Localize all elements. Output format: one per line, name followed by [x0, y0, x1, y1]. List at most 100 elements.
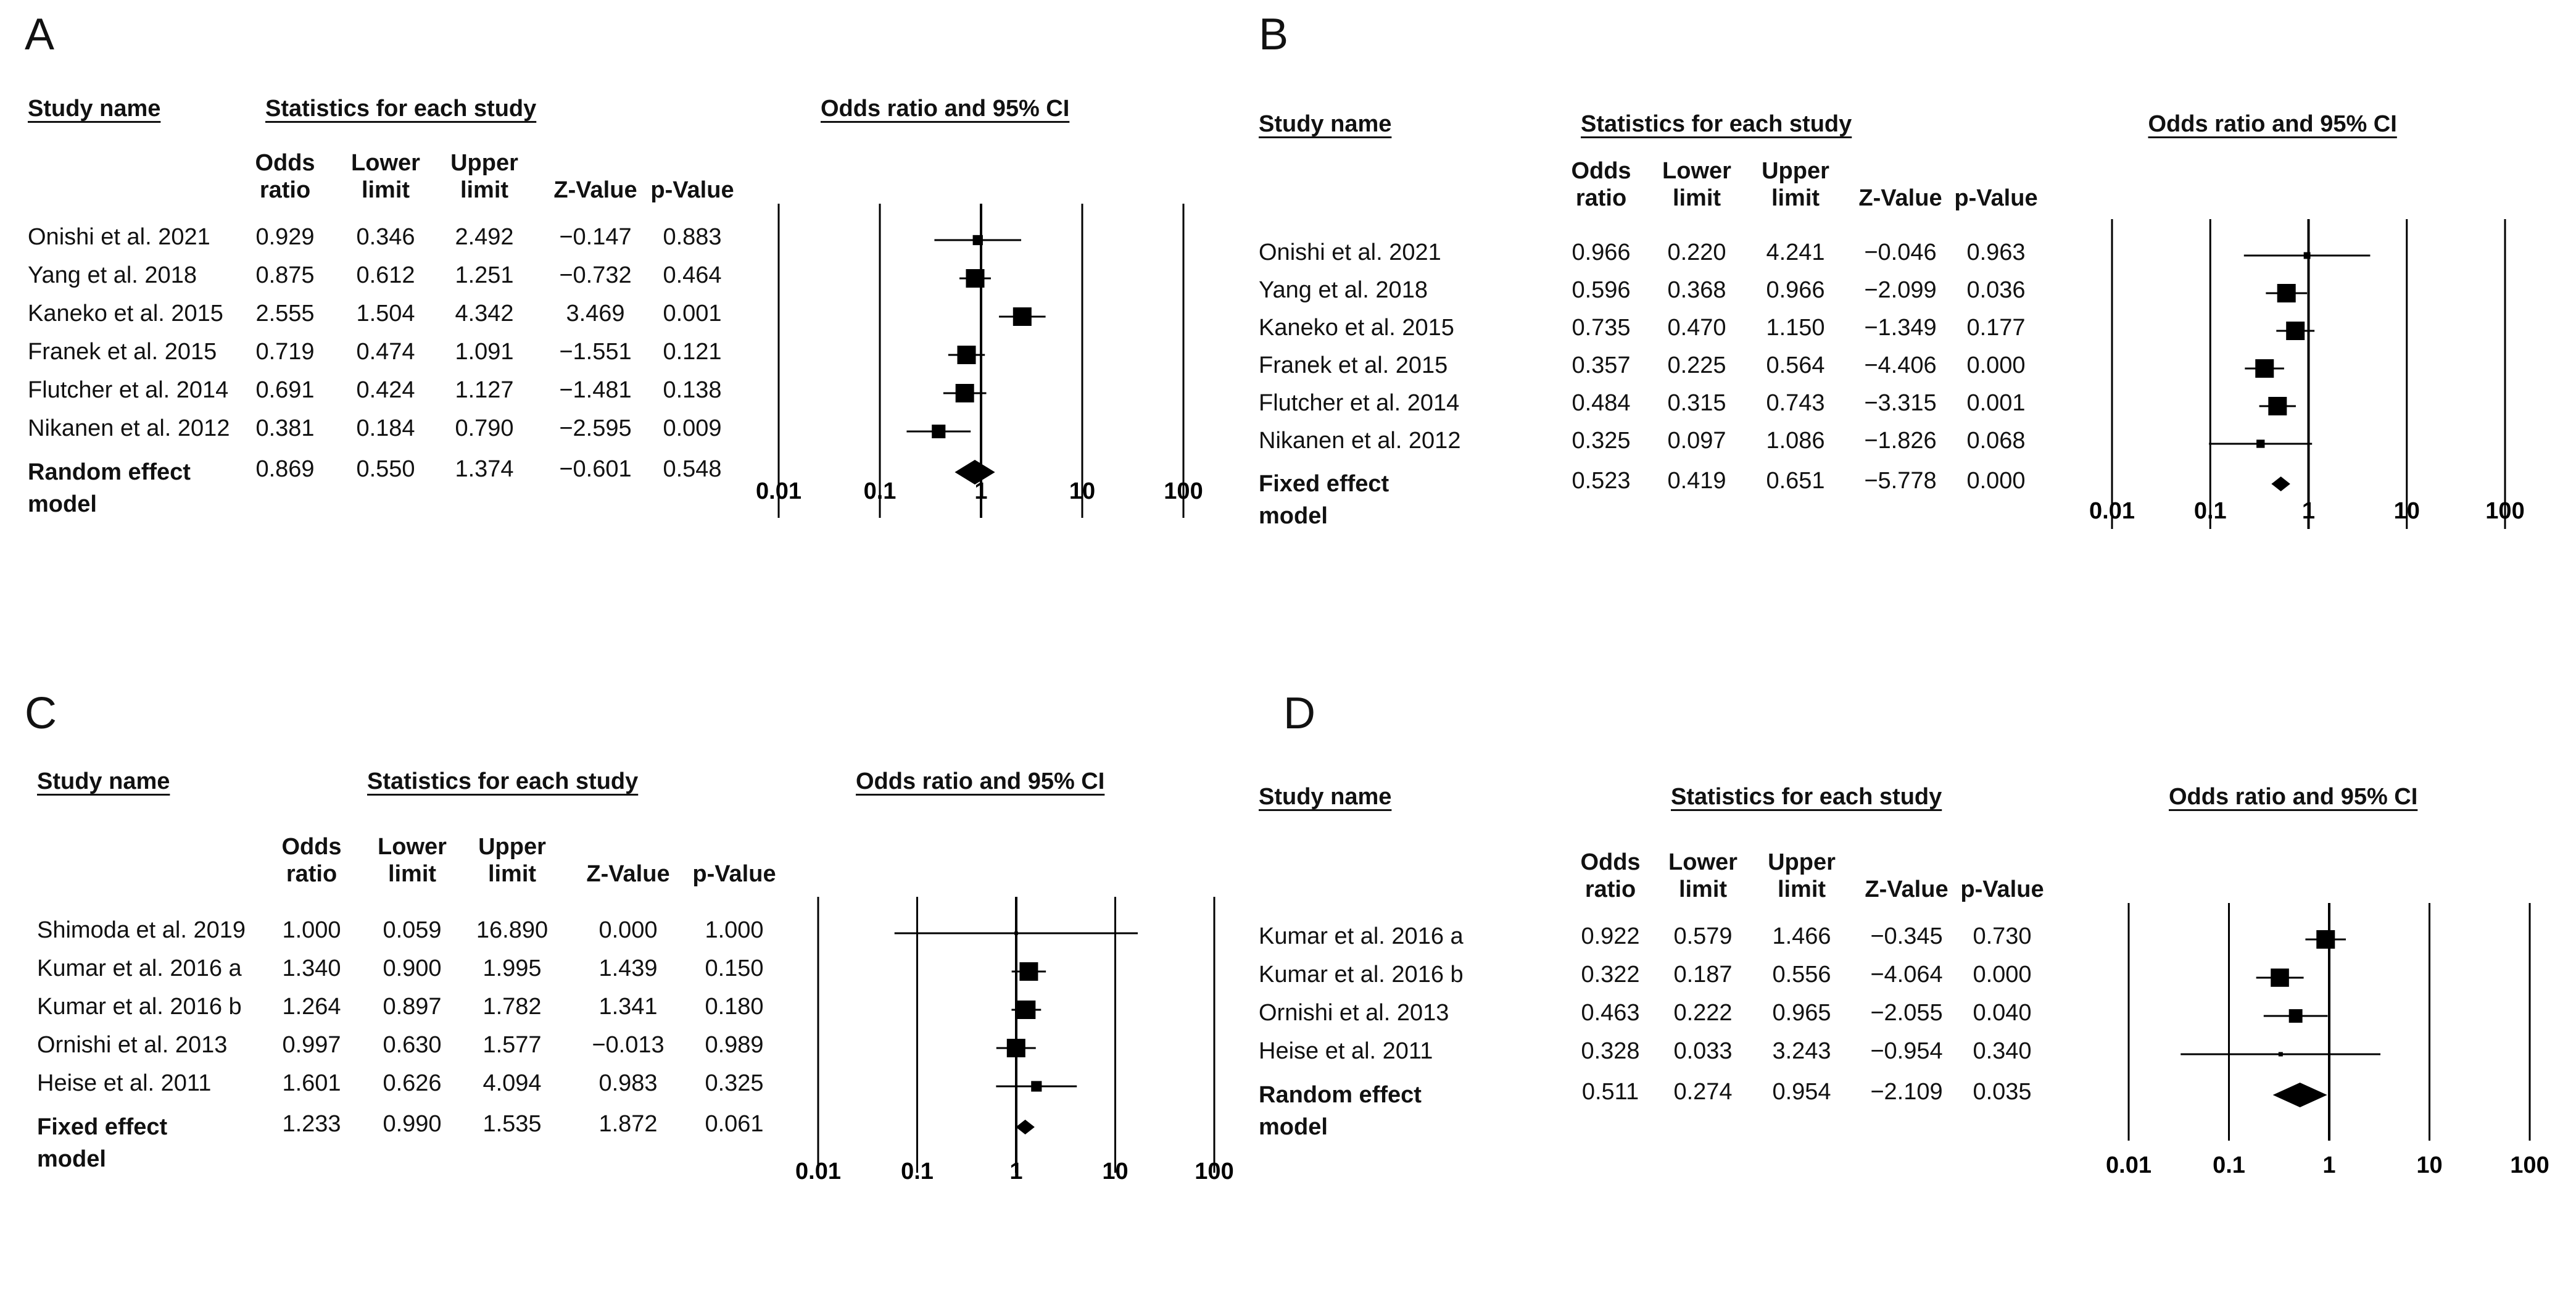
- tick-label-100: 100: [2485, 498, 2524, 524]
- tick-label-10: 10: [1102, 1159, 1128, 1184]
- odds-ratio-ci-header: Odds ratio and 95% CI: [856, 768, 1105, 794]
- cell-z: −1.349: [1864, 315, 1937, 341]
- point-estimate: [1031, 1081, 1042, 1092]
- column-header-upper: Upper limit: [1768, 849, 1836, 902]
- cell-upper: 16.890: [476, 917, 549, 943]
- cell-odds-ratio: 0.719: [255, 339, 315, 365]
- cell-p: 0.061: [705, 1111, 764, 1137]
- cell-p: 0.009: [663, 415, 722, 441]
- cell-z: 1.439: [598, 955, 658, 981]
- cell-upper: 0.743: [1766, 390, 1825, 416]
- cell-lower: 0.220: [1667, 239, 1726, 265]
- cell-odds-ratio: 1.000: [282, 917, 341, 943]
- study-name: Nikanen et al. 2012: [28, 415, 230, 441]
- cell-z: −1.551: [559, 339, 632, 365]
- point-estimate: [1014, 931, 1018, 935]
- cell-upper: 1.251: [455, 262, 514, 288]
- point-estimate: [955, 384, 974, 402]
- column-header-upper: Upper limit: [478, 834, 546, 887]
- forest-plot: 0.01 0.1 1 10 100: [2089, 219, 2525, 529]
- point-estimate: [972, 235, 983, 246]
- point-estimate: [2256, 439, 2265, 448]
- panel-label: D: [1283, 689, 1315, 738]
- cell-z: 1.872: [598, 1111, 658, 1137]
- cell-p: 0.989: [705, 1032, 764, 1058]
- cell-z: 0.000: [598, 917, 658, 943]
- cell-z: −0.046: [1864, 239, 1937, 265]
- cell-odds-ratio: 0.463: [1581, 1000, 1640, 1026]
- cell-z: −3.315: [1864, 390, 1937, 416]
- cell-z: −4.064: [1870, 962, 1943, 988]
- cell-p: 0.464: [663, 262, 722, 288]
- cell-p: 0.035: [1973, 1079, 2032, 1105]
- panel-c: C Study name Statistics for each study Odds…: [0, 685, 1288, 1290]
- point-estimate: [966, 269, 985, 288]
- statistics-header: Statistics for each study: [1581, 111, 1852, 137]
- cell-upper: 1.995: [482, 955, 542, 981]
- cell-p: 0.150: [705, 955, 764, 981]
- cell-lower: 0.059: [383, 917, 442, 943]
- study-name: Ornishi et al. 2013: [1259, 1000, 1449, 1026]
- cell-odds-ratio: 1.601: [282, 1070, 341, 1096]
- cell-lower: 0.225: [1667, 352, 1726, 378]
- statistics-header: Statistics for each study: [265, 96, 537, 122]
- study-name: Flutcher et al. 2014: [1259, 390, 1460, 416]
- pooled-diamond: [2272, 1083, 2327, 1107]
- cell-lower: 0.626: [383, 1070, 442, 1096]
- tick-label-0.1: 0.1: [2194, 498, 2227, 524]
- cell-odds-ratio: 0.966: [1572, 239, 1631, 265]
- cell-p: 0.036: [1966, 277, 2026, 303]
- cell-odds-ratio: 0.929: [255, 224, 315, 250]
- tick-label-0.1: 0.1: [864, 478, 897, 504]
- cell-z: −1.481: [559, 377, 632, 403]
- cell-lower: 0.315: [1667, 390, 1726, 416]
- point-estimate: [1017, 1001, 1036, 1019]
- study-name: Yang et al. 2018: [1259, 277, 1428, 303]
- cell-lower: 0.274: [1673, 1079, 1733, 1105]
- cell-lower: 0.612: [356, 262, 415, 288]
- statistics-header: Statistics for each study: [1671, 784, 1942, 810]
- cell-odds-ratio: 0.922: [1581, 923, 1640, 949]
- cell-z: −2.109: [1870, 1079, 1943, 1105]
- study-name: Heise et al. 2011: [37, 1070, 212, 1096]
- cell-p: 0.068: [1966, 428, 2026, 454]
- cell-z: −0.013: [592, 1032, 665, 1058]
- cell-lower: 0.419: [1667, 468, 1726, 494]
- cell-z: −0.954: [1870, 1038, 1943, 1064]
- cell-odds-ratio: 0.381: [255, 415, 315, 441]
- cell-z: −1.826: [1864, 428, 1937, 454]
- cell-lower: 0.346: [356, 224, 415, 250]
- study-name: Kumar et al. 2016 b: [37, 994, 242, 1020]
- tick-label-0.01: 0.01: [795, 1159, 841, 1184]
- cell-p: 0.548: [663, 456, 722, 482]
- point-estimate: [1019, 962, 1038, 981]
- tick-label-0.01: 0.01: [2106, 1152, 2151, 1178]
- column-header-z: Z-Value: [586, 861, 670, 887]
- cell-lower: 0.579: [1673, 923, 1733, 949]
- point-estimate: [2271, 968, 2289, 987]
- cell-upper: 0.965: [1772, 1000, 1831, 1026]
- cell-p: 0.001: [663, 301, 722, 327]
- column-header-upper: Upper limit: [1762, 158, 1829, 211]
- point-estimate: [2277, 284, 2296, 302]
- cell-z: −0.345: [1870, 923, 1943, 949]
- pooled-diamond: [955, 460, 995, 485]
- panel-d: D Study name Statistics for each study Odds…: [1259, 685, 2549, 1290]
- cell-upper: 1.127: [455, 377, 514, 403]
- cell-upper: 0.954: [1772, 1079, 1831, 1105]
- cell-p: 0.138: [663, 377, 722, 403]
- cell-odds-ratio: 0.596: [1572, 277, 1631, 303]
- cell-p: 0.340: [1973, 1038, 2032, 1064]
- cell-odds-ratio: 0.523: [1572, 468, 1631, 494]
- cell-upper: 0.564: [1766, 352, 1825, 378]
- cell-odds-ratio: 2.555: [255, 301, 315, 327]
- pooled-model-label: Random effect model: [1259, 1082, 1422, 1140]
- cell-z: −0.147: [559, 224, 632, 250]
- cell-lower: 0.222: [1673, 1000, 1733, 1026]
- point-estimate: [2316, 930, 2335, 949]
- odds-ratio-ci-header: Odds ratio and 95% CI: [821, 96, 1070, 122]
- point-estimate: [1006, 1039, 1025, 1057]
- tick-label-100: 100: [2510, 1152, 2549, 1178]
- cell-lower: 0.184: [356, 415, 415, 441]
- tick-label-0.1: 0.1: [901, 1159, 934, 1184]
